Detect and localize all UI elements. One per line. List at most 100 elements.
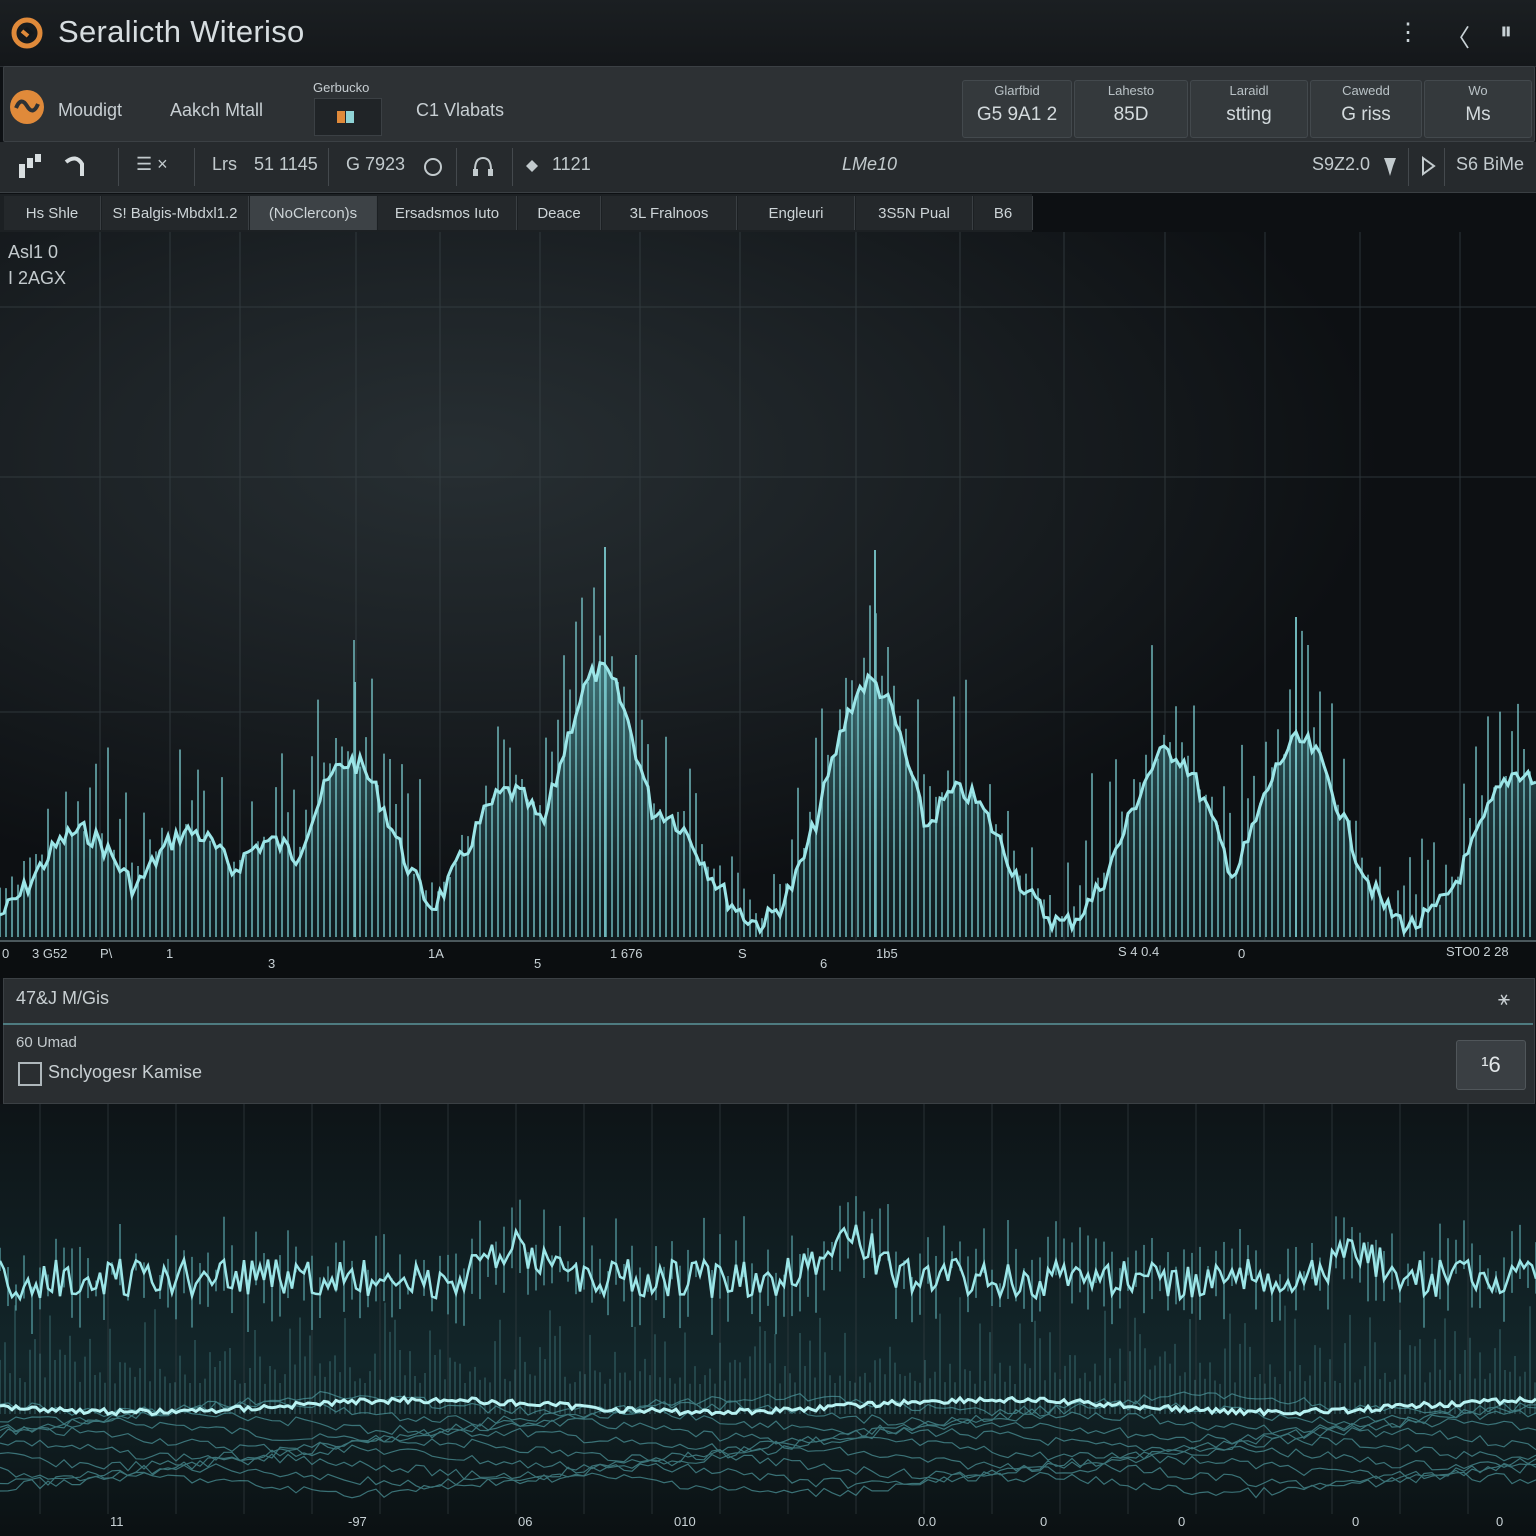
chart-icon[interactable] — [16, 152, 46, 182]
stat-label: Laraidl — [1229, 83, 1269, 98]
tab-6[interactable]: 3L Fralnoos — [602, 196, 737, 230]
tab-2[interactable]: S! Balgis-Mbdxl1.2 — [102, 196, 249, 230]
app-logo-icon — [11, 17, 43, 49]
back-icon[interactable]: 〈 — [1446, 25, 1470, 52]
circle-icon[interactable] — [422, 156, 444, 178]
toolbar-right-label[interactable]: S6 BiMe — [1456, 154, 1525, 174]
menu-close-icon[interactable]: ☰ × — [136, 154, 168, 174]
more-menu-icon[interactable]: ⋮ — [1396, 19, 1420, 46]
waveform-band-line — [0, 1471, 1536, 1499]
plot2-tick-label: 010 — [674, 1514, 696, 1529]
panel-title: 47&J M/Gis — [16, 988, 110, 1008]
app-title: Seralicth Witeriso — [58, 14, 305, 49]
toolbar-divider — [328, 148, 329, 186]
stat-box-3[interactable]: Laraidl stting — [1190, 80, 1308, 138]
stat-value: 85D — [1113, 104, 1149, 125]
x-tick-label: 1b5 — [876, 946, 898, 961]
color-swatch-button[interactable] — [314, 98, 382, 136]
x-tick-label: S — [738, 946, 747, 961]
toolbar-divider — [1444, 148, 1445, 186]
tab-3-active[interactable]: (NoClercon)s — [250, 196, 377, 230]
panel-pin-icon[interactable]: ⚹ — [1498, 988, 1510, 1010]
x-tick-label: 1 — [166, 946, 174, 961]
waveform-band-line — [0, 1408, 1536, 1436]
plot2-tick-label: 0.0 — [918, 1514, 937, 1529]
plot2-tick-label: 11 — [110, 1514, 124, 1529]
panel-subtitle: 60 Umad — [16, 1034, 77, 1051]
x-tick-label: 3 — [268, 956, 276, 971]
stat-label: Wo — [1468, 83, 1488, 98]
headphones-icon[interactable] — [470, 154, 496, 180]
x-tick-label: 1A — [428, 946, 444, 961]
x-tick-label: 6 — [820, 956, 828, 971]
x-tick-label: 1 676 — [610, 946, 643, 961]
options-panel — [3, 978, 1535, 1104]
marker-icon[interactable] — [524, 158, 540, 174]
plot1-corner-label-1: Asl1 0 — [8, 242, 59, 262]
stat-label: Cawedd — [1342, 83, 1390, 98]
play-icon[interactable] — [1420, 156, 1436, 176]
waveform-band-line — [0, 1462, 1536, 1490]
undo-icon[interactable] — [60, 152, 90, 182]
stat-value: Ms — [1465, 104, 1491, 125]
waveform-band-line — [0, 1390, 1536, 1418]
waveform-plot-1[interactable] — [0, 232, 1536, 977]
stat-value: G riss — [1341, 104, 1391, 125]
pause-icon[interactable]: ⏸ — [1500, 18, 1512, 45]
tab-4[interactable]: Ersadsmos Iuto — [378, 196, 517, 230]
waveform-band-line — [0, 1400, 1536, 1427]
tab-9[interactable]: B6 — [974, 196, 1033, 230]
secondary-toolbar — [0, 142, 1536, 193]
toolbar-item-b[interactable]: 51 1145 — [254, 154, 318, 174]
toolbar-item-d[interactable]: 1121 — [552, 154, 591, 174]
plot2-tick-label: 0 — [1496, 1514, 1504, 1529]
waveform-band-line — [0, 1453, 1536, 1480]
panel-divider — [3, 1023, 1533, 1025]
x-tick-label: P\ — [100, 946, 113, 961]
waveform-plot-2[interactable] — [0, 1104, 1536, 1536]
toolbar-right-value[interactable]: S9Z2.0 — [1312, 154, 1371, 174]
teal-swatch — [346, 111, 354, 123]
orange-swatch — [337, 111, 345, 123]
plot1-corner-label-2: I 2AGX — [8, 268, 67, 288]
stat-label: Lahesto — [1107, 83, 1155, 98]
stat-value: G5 9A1 2 — [976, 104, 1058, 125]
toolbar-divider — [1408, 148, 1409, 186]
stat-box-4[interactable]: Cawedd G riss — [1310, 80, 1422, 138]
swatch-label: Gerbucko — [313, 80, 370, 95]
toolbar-divider — [512, 148, 513, 186]
option-label[interactable]: Snclyogesr Kamise — [48, 1062, 203, 1082]
waveform-band-line — [0, 1444, 1536, 1472]
stat-value: stting — [1226, 104, 1272, 125]
x-tick-label: 0 — [2, 946, 10, 961]
mode-label[interactable]: Moudigt — [58, 100, 123, 120]
toolbar-center-label: LMe10 — [842, 154, 898, 174]
x-tick-label: 5 — [534, 956, 542, 971]
tab-8[interactable]: 3S5N Pual — [856, 196, 973, 230]
x-tick-label: STO0 2 28 — [1446, 944, 1509, 959]
plot2-tick-label: -97 — [348, 1514, 367, 1529]
panel-action-button[interactable]: ¹6 — [1456, 1040, 1526, 1090]
plot2-tick-label: 0 — [1040, 1514, 1048, 1529]
x-tick-label: 0 — [1238, 946, 1246, 961]
toolbar-divider — [194, 148, 195, 186]
toolbar-item-c[interactable]: G 7923 — [346, 154, 406, 174]
toolbar-divider — [118, 148, 119, 186]
secondary-label[interactable]: Aakch Mtall — [170, 100, 264, 120]
pin-icon[interactable] — [1380, 156, 1400, 178]
tab-5[interactable]: Deace — [518, 196, 601, 230]
option-checkbox[interactable] — [18, 1062, 42, 1086]
toolbar-item-a[interactable]: Lrs — [212, 154, 238, 174]
plot2-tick-label: 06 — [518, 1514, 533, 1529]
plot2-tick-label: 0 — [1178, 1514, 1186, 1529]
stat-box-1[interactable]: Glarfbid G5 9A1 2 — [962, 80, 1072, 138]
tab-1[interactable]: Hs Shle — [4, 196, 101, 230]
stat-box-5[interactable]: Wo Ms — [1424, 80, 1532, 138]
channel-label[interactable]: C1 Vlabats — [416, 100, 505, 120]
x-tick-label: 3 G52 — [32, 946, 68, 961]
tab-7[interactable]: Engleuri — [738, 196, 855, 230]
x-tick-label: S 4 0.4 — [1118, 944, 1160, 959]
plot2-tick-label: 0 — [1352, 1514, 1360, 1529]
waveform-mode-icon[interactable] — [8, 88, 46, 126]
stat-box-2[interactable]: Lahesto 85D — [1074, 80, 1188, 138]
